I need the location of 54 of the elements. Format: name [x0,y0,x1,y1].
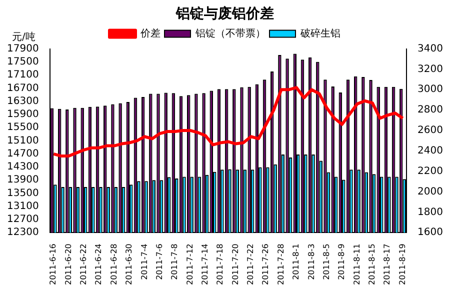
x-tick-label: 2011-8-15 [367,244,376,286]
x-tick-label: 2011-7-18 [216,244,225,286]
x-tick-label: 2011-8-9 [337,244,346,280]
x-tick-label: 2011-6-16 [48,244,58,286]
y2-tick-label: 2000 [418,186,444,198]
x-tick-label: 2011-6-24 [94,244,104,286]
x-tick-label: 2011-8-3 [306,244,316,280]
x-tick-label: 2011-7-28 [276,244,286,286]
x-tick-label: 2011-8-17 [382,244,392,286]
x-tick-label: 2011-8-1 [292,244,301,280]
y2-tick-label: 1600 [418,227,444,238]
legend-label: 价差 [140,27,160,40]
x-tick-label: 2011-7-6 [154,244,164,280]
y-tick-label: 12700 [7,214,39,226]
y-tick-label: 17100 [7,70,39,81]
y-tick-label: 15900 [7,109,39,120]
x-tick-label: 2011-6-28 [109,244,118,286]
y2-tick-label: 1800 [418,206,444,218]
y2-tick-label: 2400 [418,146,444,157]
y2-tick-label: 2800 [418,104,444,116]
y-tick-label: 13900 [7,174,39,186]
x-tick-label: 2011-6-20 [64,244,73,286]
y2-tick-label: 3400 [418,43,444,54]
y-tick-label: 15500 [7,122,39,134]
y-tick-label: 13500 [7,188,39,199]
x-tick-label: 2011-7-26 [261,244,270,286]
x-tick-label: 2011-6-30 [124,244,134,286]
x-tick-label: 2011-7-20 [230,244,240,286]
x-tick-label: 2011-8-11 [352,244,362,286]
chart-title: 铝锭与废铝价差 [175,5,274,22]
x-tick-label: 2011-7-8 [170,244,180,280]
y-tick-label: 14700 [7,148,39,160]
x-tick-label: 2011-7-22 [246,244,256,286]
x-tick-label: 2011-7-4 [140,244,149,280]
y2-tick-label: 3200 [418,64,444,75]
y-tick-label: 13100 [7,200,39,212]
x-tick-label: 2011-6-22 [79,244,88,286]
legend-label: 破碎生铝 [300,27,340,40]
y2-tick-label: 3000 [418,84,444,96]
y-tick-label: 15100 [7,135,39,146]
y-tick-label: 12300 [7,227,39,238]
y-tick-label: 16300 [7,96,39,107]
x-tick-label: 2011-7-14 [200,244,210,286]
x-tick-label: 2011-8-19 [398,244,407,286]
y-tick-label: 17900 [7,43,39,54]
x-tick-label: 2011-8-5 [322,244,331,280]
y2-tick-label: 2600 [418,125,444,136]
legend-label: 铝锭（不带票） [194,27,266,40]
y-tick-label: 17500 [7,56,39,68]
y-tick-label: 14300 [7,162,39,173]
y-axis-title: 元/吨 [12,30,36,44]
y-tick-label: 16700 [7,82,39,94]
y2-tick-label: 2200 [418,166,444,177]
x-tick-label: 2011-7-12 [185,244,194,286]
